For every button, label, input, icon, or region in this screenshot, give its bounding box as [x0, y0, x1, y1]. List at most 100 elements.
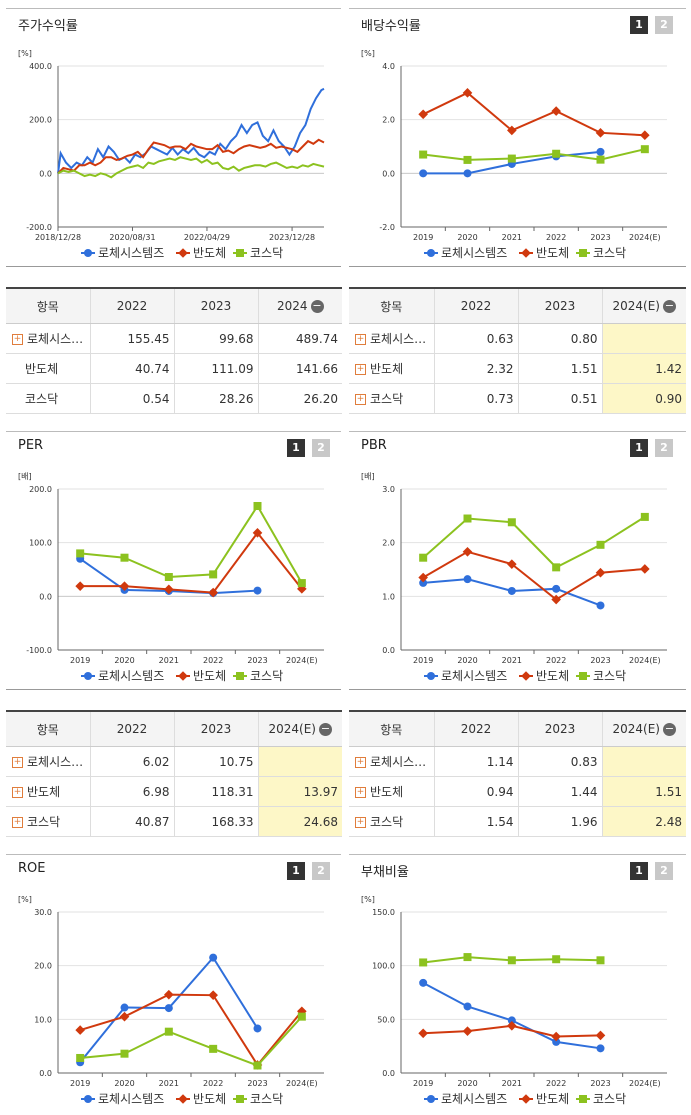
legend-label: 반도체: [536, 669, 569, 683]
legend-marker: [236, 1095, 244, 1103]
page-2-button[interactable]: 2: [655, 16, 673, 34]
page-1-button[interactable]: 1: [630, 862, 648, 880]
legend-label: 로체시스템즈: [98, 669, 164, 683]
expand-icon[interactable]: +: [355, 817, 366, 828]
data-point: [596, 155, 605, 164]
page-2-button[interactable]: 2: [312, 439, 330, 457]
expand-icon[interactable]: +: [12, 334, 23, 345]
data-point: [552, 1037, 561, 1046]
col-header: 항목: [6, 287, 90, 324]
expand-icon[interactable]: +: [355, 364, 366, 375]
data-point: [640, 564, 650, 574]
x-tick-label: 2022: [203, 656, 223, 665]
dividend-table: 항목 2022 2023 2024(E) − + 로체시스… 0.63 0.80 + 반…: [349, 287, 686, 414]
data-point: [551, 106, 561, 116]
x-tick-label: 2020: [114, 656, 134, 665]
x-tick-label: 2023: [247, 656, 267, 665]
y-unit-label: [%]: [361, 49, 375, 58]
data-point: [463, 169, 472, 178]
data-point: [419, 169, 428, 178]
x-tick-label: 2022: [203, 1079, 223, 1088]
legend-marker: [521, 248, 531, 258]
table-row: 코스닥 0.54 28.26 26.20: [6, 383, 342, 414]
data-point: [164, 573, 173, 582]
collapse-icon[interactable]: −: [662, 722, 676, 736]
legend-marker: [427, 1095, 435, 1103]
table-row: + 로체시스… 0.63 0.80: [349, 323, 686, 354]
legend-label: 반도체: [536, 1092, 569, 1106]
legend-marker: [579, 672, 587, 680]
expand-icon[interactable]: +: [355, 394, 366, 405]
expand-icon[interactable]: +: [12, 787, 23, 798]
x-tick-label: 2020/08/31: [109, 233, 155, 242]
x-tick-label: 2022: [546, 1079, 566, 1088]
page-1-button[interactable]: 1: [287, 439, 305, 457]
page-2-button[interactable]: 2: [655, 439, 673, 457]
data-point: [595, 128, 606, 138]
collapse-icon[interactable]: −: [662, 299, 676, 313]
data-point: [419, 553, 428, 562]
page-1-button[interactable]: 1: [287, 862, 305, 880]
page-2-button[interactable]: 2: [312, 862, 330, 880]
legend-label: 반도체: [536, 246, 569, 260]
panel-title: ROE: [18, 861, 46, 876]
data-point: [209, 1044, 218, 1053]
page-1-button[interactable]: 1: [630, 16, 648, 34]
expand-icon[interactable]: +: [12, 757, 23, 768]
expand-icon[interactable]: +: [355, 757, 366, 768]
x-tick-label: 2022: [546, 233, 566, 242]
data-point: [640, 512, 649, 521]
x-tick-label: 2020: [457, 656, 477, 665]
y-tick-label: -200.0: [26, 223, 52, 232]
legend-label: 로체시스템즈: [441, 246, 507, 260]
panel-title: PBR: [361, 438, 387, 453]
data-point: [463, 953, 472, 962]
series-line: [80, 1015, 303, 1067]
data-point: [551, 594, 561, 605]
data-point: [596, 1044, 605, 1053]
col-header: 2023: [517, 710, 602, 747]
y-tick-label: 1.0: [382, 592, 395, 601]
expand-icon[interactable]: +: [355, 787, 366, 798]
collapse-icon[interactable]: −: [310, 299, 324, 313]
x-tick-label: 2024(E): [629, 1079, 661, 1088]
x-tick-label: 2024(E): [286, 656, 318, 665]
series-line: [57, 87, 325, 174]
legend-marker: [427, 672, 435, 680]
data-point: [76, 549, 85, 558]
panel-title: 배당수익률: [361, 19, 421, 34]
data-point: [507, 559, 517, 569]
series-line: [422, 91, 645, 137]
x-tick-label: 2021: [502, 1079, 522, 1088]
page-2-button[interactable]: 2: [655, 862, 673, 880]
data-point: [463, 575, 472, 584]
series-line: [422, 516, 646, 569]
x-tick-label: 2019: [70, 1079, 90, 1088]
x-tick-label: 2021: [159, 1079, 179, 1088]
data-point: [253, 1024, 262, 1033]
x-tick-label: 2021: [502, 656, 522, 665]
table-row: + 반도체 0.94 1.44 1.51: [349, 776, 686, 807]
col-header: 2022: [433, 287, 518, 324]
legend-marker: [178, 248, 188, 258]
table-row: + 반도체 2.32 1.51 1.42: [349, 353, 686, 384]
legend-label: 코스닥: [593, 246, 626, 260]
y-tick-label: 0.0: [382, 169, 395, 178]
y-unit-label: [%]: [18, 895, 32, 904]
page-1-button[interactable]: 1: [630, 439, 648, 457]
x-tick-label: 2023: [247, 1079, 267, 1088]
y-tick-label: 200.0: [29, 485, 52, 494]
expand-icon[interactable]: +: [12, 817, 23, 828]
data-point: [253, 1061, 262, 1070]
data-point: [507, 154, 516, 163]
table-row: + 반도체 6.98 118.31 13.97: [6, 776, 342, 807]
expand-icon[interactable]: +: [355, 334, 366, 345]
legend-marker: [521, 671, 531, 681]
y-tick-label: 2.0: [382, 539, 395, 548]
legend-label: 로체시스템즈: [441, 669, 507, 683]
collapse-icon[interactable]: −: [318, 722, 332, 736]
data-point: [76, 1053, 85, 1062]
data-point: [120, 1049, 129, 1058]
col-header: 2022: [89, 710, 174, 747]
debt-panel: 부채비율 1 2 [%] 150.0 100.0 50.0 0.0 2019 2020 202…: [349, 854, 686, 1113]
